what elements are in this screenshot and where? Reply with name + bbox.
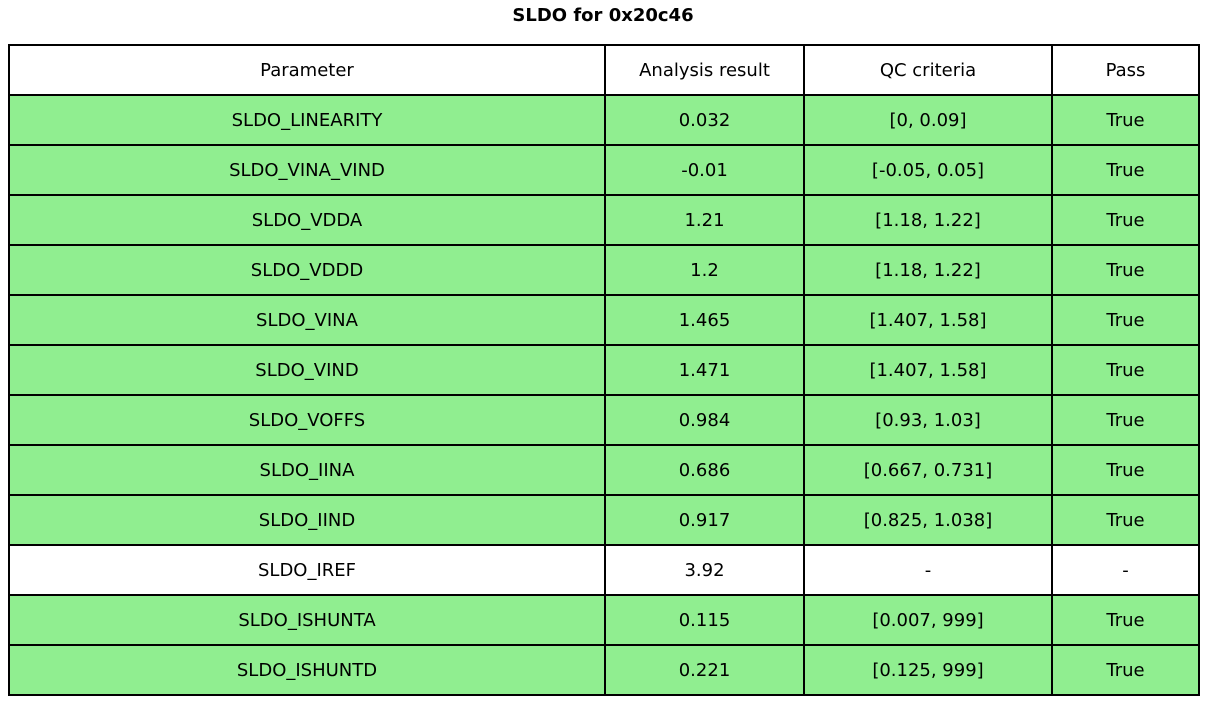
- cell-pass: True: [1051, 94, 1200, 146]
- cell-pass: True: [1051, 144, 1200, 196]
- cell-parameter: SLDO_VIND: [8, 344, 606, 396]
- cell-qc-criteria: [0.93, 1.03]: [803, 394, 1053, 446]
- cell-pass: True: [1051, 244, 1200, 296]
- cell-qc-criteria: [1.18, 1.22]: [803, 194, 1053, 246]
- col-header-parameter: Parameter: [8, 44, 606, 96]
- cell-parameter: SLDO_IINA: [8, 444, 606, 496]
- cell-qc-criteria: -: [803, 544, 1053, 596]
- cell-qc-criteria: [1.407, 1.58]: [803, 344, 1053, 396]
- table-row: SLDO_IIND 0.917 [0.825, 1.038] True: [8, 494, 1200, 546]
- cell-parameter: SLDO_VDDA: [8, 194, 606, 246]
- cell-parameter: SLDO_IIND: [8, 494, 606, 546]
- page-title: SLDO for 0x20c46: [512, 5, 694, 26]
- table-row: SLDO_VDDD 1.2 [1.18, 1.22] True: [8, 244, 1200, 296]
- cell-parameter: SLDO_LINEARITY: [8, 94, 606, 146]
- cell-analysis-result: 0.917: [604, 494, 805, 546]
- cell-qc-criteria: [0.007, 999]: [803, 594, 1053, 646]
- cell-analysis-result: 1.465: [604, 294, 805, 346]
- cell-pass: True: [1051, 394, 1200, 446]
- cell-pass: True: [1051, 494, 1200, 546]
- col-header-analysis-result: Analysis result: [604, 44, 805, 96]
- cell-parameter: SLDO_ISHUNTA: [8, 594, 606, 646]
- table-row: SLDO_ISHUNTA 0.115 [0.007, 999] True: [8, 594, 1200, 646]
- cell-analysis-result: 0.115: [604, 594, 805, 646]
- cell-parameter: SLDO_ISHUNTD: [8, 644, 606, 696]
- col-header-pass: Pass: [1051, 44, 1200, 96]
- cell-pass: True: [1051, 644, 1200, 696]
- table-row: SLDO_VINA 1.465 [1.407, 1.58] True: [8, 294, 1200, 346]
- cell-qc-criteria: [0.125, 999]: [803, 644, 1053, 696]
- table-row: SLDO_LINEARITY 0.032 [0, 0.09] True: [8, 94, 1200, 146]
- cell-pass: True: [1051, 594, 1200, 646]
- cell-analysis-result: -0.01: [604, 144, 805, 196]
- col-header-qc-criteria: QC criteria: [803, 44, 1053, 96]
- cell-analysis-result: 1.2: [604, 244, 805, 296]
- cell-parameter: SLDO_VINA: [8, 294, 606, 346]
- table-row: SLDO_VOFFS 0.984 [0.93, 1.03] True: [8, 394, 1200, 446]
- table-row: SLDO_VIND 1.471 [1.407, 1.58] True: [8, 344, 1200, 396]
- cell-analysis-result: 0.032: [604, 94, 805, 146]
- cell-analysis-result: 1.21: [604, 194, 805, 246]
- table-row: SLDO_IINA 0.686 [0.667, 0.731] True: [8, 444, 1200, 496]
- cell-pass: -: [1051, 544, 1200, 596]
- cell-parameter: SLDO_VOFFS: [8, 394, 606, 446]
- table-row: SLDO_IREF 3.92 - -: [8, 544, 1200, 596]
- cell-pass: True: [1051, 194, 1200, 246]
- cell-analysis-result: 0.686: [604, 444, 805, 496]
- cell-qc-criteria: [-0.05, 0.05]: [803, 144, 1053, 196]
- header-row: Parameter Analysis result QC criteria Pa…: [8, 44, 1200, 96]
- qc-results-table: Parameter Analysis result QC criteria Pa…: [8, 44, 1200, 696]
- table-row: SLDO_ISHUNTD 0.221 [0.125, 999] True: [8, 644, 1200, 696]
- cell-qc-criteria: [0, 0.09]: [803, 94, 1053, 146]
- cell-parameter: SLDO_IREF: [8, 544, 606, 596]
- cell-qc-criteria: [0.825, 1.038]: [803, 494, 1053, 546]
- cell-parameter: SLDO_VINA_VIND: [8, 144, 606, 196]
- cell-pass: True: [1051, 344, 1200, 396]
- cell-pass: True: [1051, 294, 1200, 346]
- cell-analysis-result: 0.221: [604, 644, 805, 696]
- cell-parameter: SLDO_VDDD: [8, 244, 606, 296]
- cell-analysis-result: 3.92: [604, 544, 805, 596]
- cell-analysis-result: 0.984: [604, 394, 805, 446]
- cell-analysis-result: 1.471: [604, 344, 805, 396]
- table-row: SLDO_VDDA 1.21 [1.18, 1.22] True: [8, 194, 1200, 246]
- table-row: SLDO_VINA_VIND -0.01 [-0.05, 0.05] True: [8, 144, 1200, 196]
- cell-qc-criteria: [1.18, 1.22]: [803, 244, 1053, 296]
- cell-qc-criteria: [1.407, 1.58]: [803, 294, 1053, 346]
- cell-qc-criteria: [0.667, 0.731]: [803, 444, 1053, 496]
- cell-pass: True: [1051, 444, 1200, 496]
